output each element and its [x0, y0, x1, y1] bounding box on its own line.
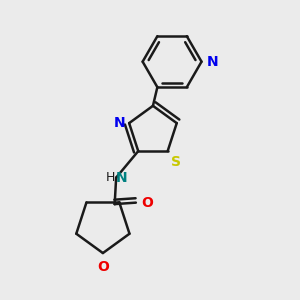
Text: S: S	[171, 154, 181, 169]
Text: O: O	[141, 196, 153, 210]
Text: N: N	[114, 116, 126, 130]
Text: N: N	[207, 55, 218, 69]
Text: N: N	[116, 171, 128, 184]
Text: O: O	[97, 260, 109, 274]
Text: H: H	[105, 171, 115, 184]
